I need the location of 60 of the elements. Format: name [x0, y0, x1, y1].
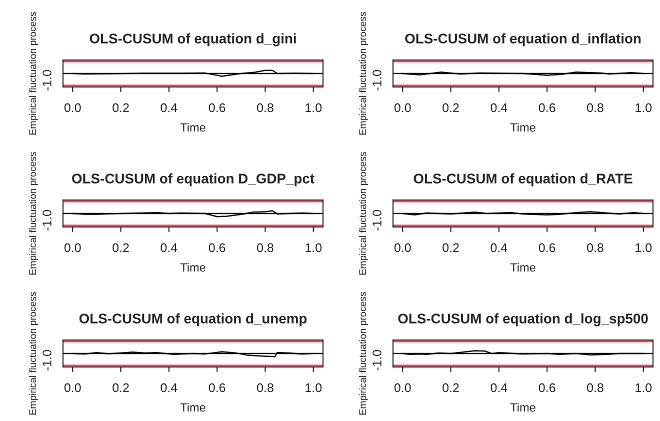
x-tick-label: 0.4 — [490, 243, 508, 252]
x-tick-label: 0.8 — [587, 383, 604, 392]
x-axis-title: Time — [180, 262, 206, 272]
x-axis-title: Time — [180, 122, 206, 132]
x-tick-label: 0.0 — [394, 243, 411, 252]
x-tick-label: 0.2 — [112, 103, 129, 112]
chart-title: OLS-CUSUM of equation d_inflation — [405, 33, 641, 46]
x-axis-title: Time — [510, 122, 536, 132]
x-tick-label: 1.0 — [306, 103, 322, 112]
x-tick-label: 0.4 — [160, 383, 178, 392]
x-tick-label: 0.0 — [394, 103, 411, 112]
x-tick-label: 1.0 — [306, 243, 322, 252]
chart-title: OLS-CUSUM of equation d_log_sp500 — [398, 313, 648, 326]
x-tick-label: 0.0 — [394, 383, 411, 392]
x-tick-label: 1.0 — [636, 383, 652, 392]
x-tick-label: 0.2 — [112, 383, 129, 392]
x-tick-label: 1.0 — [636, 103, 652, 112]
x-tick-label: 0.2 — [112, 243, 129, 252]
text: -1.0 — [42, 210, 52, 230]
x-tick-label: 0.4 — [160, 103, 178, 112]
chart-title: OLS-CUSUM of equation D_GDP_pct — [72, 173, 314, 186]
x-axis-title: Time — [510, 262, 536, 272]
text: -1.0 — [372, 350, 382, 370]
x-tick-label: 0.6 — [208, 383, 226, 392]
x-tick-label: 0.8 — [257, 243, 274, 252]
x-tick-label: 0.0 — [64, 103, 81, 112]
text: -1.0 — [42, 70, 52, 90]
x-tick-label: 0.4 — [490, 383, 508, 392]
x-tick-label: 0.4 — [490, 103, 508, 112]
x-tick-label: 0.6 — [538, 383, 556, 392]
x-tick-label: 0.6 — [208, 103, 226, 112]
text: -1.0 — [372, 210, 382, 230]
x-tick-label: 1.0 — [306, 383, 322, 392]
x-tick-label: 0.6 — [538, 243, 556, 252]
y-axis-title: Empirical fluctuation process — [28, 12, 38, 135]
x-tick-label: 0.8 — [257, 103, 274, 112]
y-axis-title: Empirical fluctuation process — [28, 292, 38, 415]
x-tick-label: 0.8 — [587, 243, 604, 252]
x-tick-label: 0.2 — [442, 243, 459, 252]
x-tick-label: 0.0 — [64, 243, 81, 252]
chart-title: OLS-CUSUM of equation d_gini — [90, 33, 296, 46]
x-tick-label: 0.8 — [257, 383, 274, 392]
y-axis-title: Empirical fluctuation process — [358, 152, 368, 275]
x-tick-label: 0.4 — [160, 243, 178, 252]
x-tick-label: 0.2 — [442, 103, 459, 112]
y-axis-title: Empirical fluctuation process — [358, 292, 368, 415]
y-axis-title: Empirical fluctuation process — [358, 12, 368, 135]
x-tick-label: 1.0 — [636, 243, 652, 252]
chart-title: OLS-CUSUM of equation d_unemp — [79, 313, 307, 326]
x-tick-label: 0.6 — [208, 243, 226, 252]
y-axis-title: Empirical fluctuation process — [28, 152, 38, 275]
x-tick-label: 0.2 — [442, 383, 459, 392]
x-axis-title: Time — [180, 402, 206, 412]
x-axis-title: Time — [510, 402, 536, 412]
x-tick-label: 0.0 — [64, 383, 81, 392]
chart-title: OLS-CUSUM of equation d_RATE — [414, 173, 632, 186]
x-tick-label: 0.6 — [538, 103, 556, 112]
text: -1.0 — [372, 70, 382, 90]
text: -1.0 — [42, 350, 52, 370]
x-tick-label: 0.8 — [587, 103, 604, 112]
